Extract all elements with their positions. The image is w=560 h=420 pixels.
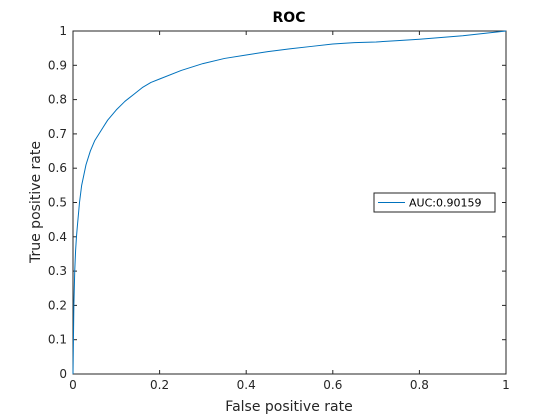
x-tick-label: 0.2 — [150, 378, 169, 392]
y-tick-label: 0.7 — [48, 127, 67, 141]
y-axis: 0 0.1 0.2 0.3 0.4 0.5 0.6 0.7 0.8 0.9 1 — [48, 24, 506, 381]
y-tick-label: 0.3 — [48, 264, 67, 278]
x-tick-label: 1 — [502, 378, 510, 392]
y-tick-label: 0.9 — [48, 58, 67, 72]
x-tick-label: 0.8 — [410, 378, 429, 392]
chart-title: ROC — [273, 10, 306, 26]
legend-box — [373, 192, 496, 213]
y-tick-label: 0.1 — [48, 333, 67, 347]
x-tick-label: 0.4 — [237, 378, 256, 392]
y-axis-label: True positive rate — [28, 141, 44, 264]
y-tick-label: 0.8 — [48, 93, 67, 107]
series-layer — [72, 30, 507, 375]
y-tick-label: 0 — [59, 367, 67, 381]
y-tick-label: 0.6 — [48, 161, 67, 175]
roc-curve-line — [72, 30, 507, 375]
x-tick-label: 0 — [69, 378, 77, 392]
x-axis: 0 0.2 0.4 0.6 0.8 1 — [69, 31, 510, 392]
y-tick-label: 0.2 — [48, 298, 67, 312]
y-tick-label: 1 — [59, 24, 67, 38]
y-tick-label: 0.4 — [48, 230, 67, 244]
x-axis-label: False positive rate — [225, 399, 352, 415]
x-tick-label: 0.6 — [323, 378, 342, 392]
legend: AUC:0.90159 — [373, 192, 496, 213]
y-tick-label: 0.5 — [48, 196, 67, 210]
legend-entry: AUC:0.90159 — [409, 197, 481, 210]
